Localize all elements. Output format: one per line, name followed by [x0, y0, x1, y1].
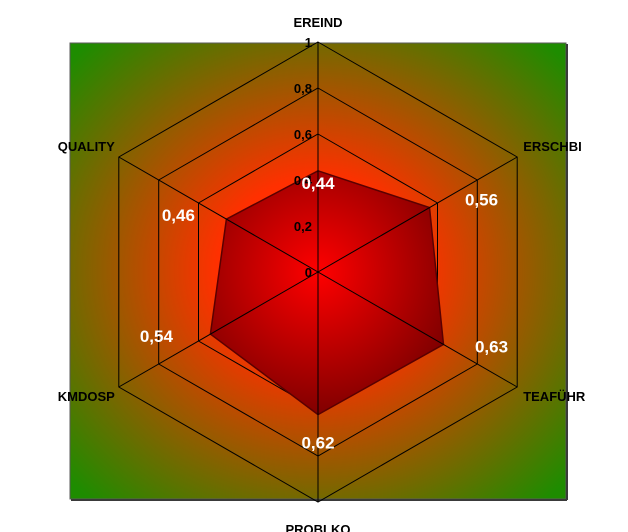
- tick-label: 0: [305, 265, 312, 280]
- category-label: EREIND: [293, 15, 342, 30]
- tick-label: 0,8: [294, 81, 312, 96]
- data-label: 0,63: [475, 337, 508, 356]
- spoke-4: [118, 271, 319, 388]
- tick-label: 1: [305, 35, 312, 50]
- tick-label: 0,2: [294, 219, 312, 234]
- spoke-1: [317, 156, 518, 273]
- category-label: PROBLKO: [286, 522, 351, 532]
- tick-label: 0,6: [294, 127, 312, 142]
- spoke-2: [317, 271, 518, 388]
- data-label: 0,44: [301, 174, 335, 193]
- data-labels: 0,44 0,56 0,63 0,62 0,54 0,46: [140, 174, 508, 453]
- spokes: [118, 42, 518, 502]
- category-label: TEAFÜHR: [523, 389, 586, 404]
- category-labels: EREIND ERSCHBI TEAFÜHR PROBLKO KMDOSP QUALITY: [58, 15, 586, 532]
- data-label: 0,46: [162, 206, 195, 225]
- tick-labels: 0 0,2 0,4 0,6 0,8 1: [294, 35, 313, 280]
- category-label: ERSCHBI: [523, 139, 582, 154]
- category-label: KMDOSP: [58, 389, 115, 404]
- data-label: 0,62: [301, 434, 334, 453]
- tick-label: 0,4: [294, 173, 313, 188]
- category-label: QUALITY: [58, 139, 115, 154]
- spoke-5: [118, 156, 319, 273]
- data-label: 0,56: [465, 191, 498, 210]
- data-label: 0,54: [140, 327, 174, 346]
